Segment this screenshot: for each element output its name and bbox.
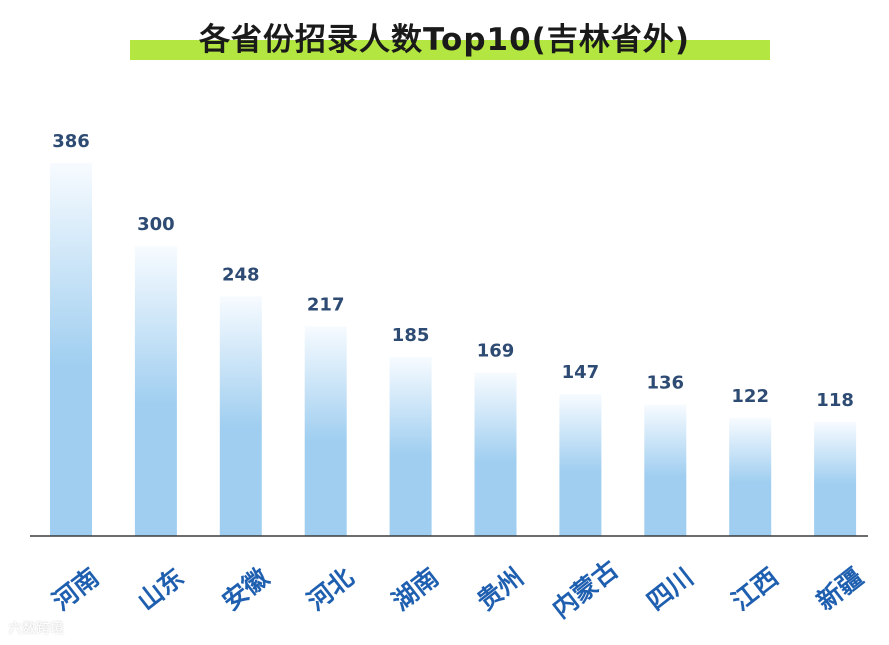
value-label-3: 248	[222, 264, 260, 285]
value-label-8: 136	[647, 373, 685, 394]
bar-5	[389, 357, 432, 536]
watermark-text: 六数跨境	[8, 621, 64, 637]
value-label-2: 300	[137, 214, 175, 235]
category-label-9: 江西	[726, 562, 783, 616]
title-highlight-bar	[130, 40, 770, 60]
category-label-4: 河北	[302, 562, 359, 616]
category-label-7: 内蒙古	[547, 555, 624, 624]
bar-8	[644, 404, 687, 536]
bar-7	[559, 393, 602, 536]
bar-10	[814, 421, 857, 536]
value-label-7: 147	[562, 362, 600, 383]
category-label-6: 贵州	[472, 562, 529, 616]
bar-2	[134, 246, 177, 536]
category-label-2: 山东	[132, 562, 189, 616]
category-label-5: 湖南	[387, 562, 444, 616]
category-label-1: 河南	[47, 562, 104, 616]
bar-6	[474, 372, 517, 536]
bar-4	[304, 326, 347, 536]
chart-title: 各省份招录人数Top10(吉林省外)	[199, 22, 690, 58]
value-label-6: 169	[477, 341, 515, 362]
category-label-10: 新疆	[811, 562, 868, 616]
value-label-9: 122	[731, 386, 769, 407]
value-label-10: 118	[816, 390, 854, 411]
chart-title-block: 各省份招录人数Top10(吉林省外)	[0, 0, 889, 70]
category-label-3: 安徽	[217, 562, 275, 616]
bar-1	[50, 163, 92, 536]
bar-3	[219, 296, 262, 536]
value-label-1: 386	[52, 131, 90, 152]
value-label-4: 217	[307, 294, 345, 315]
value-label-5: 185	[392, 325, 430, 346]
bar-9	[729, 418, 772, 536]
category-label-8: 四川	[641, 562, 698, 616]
